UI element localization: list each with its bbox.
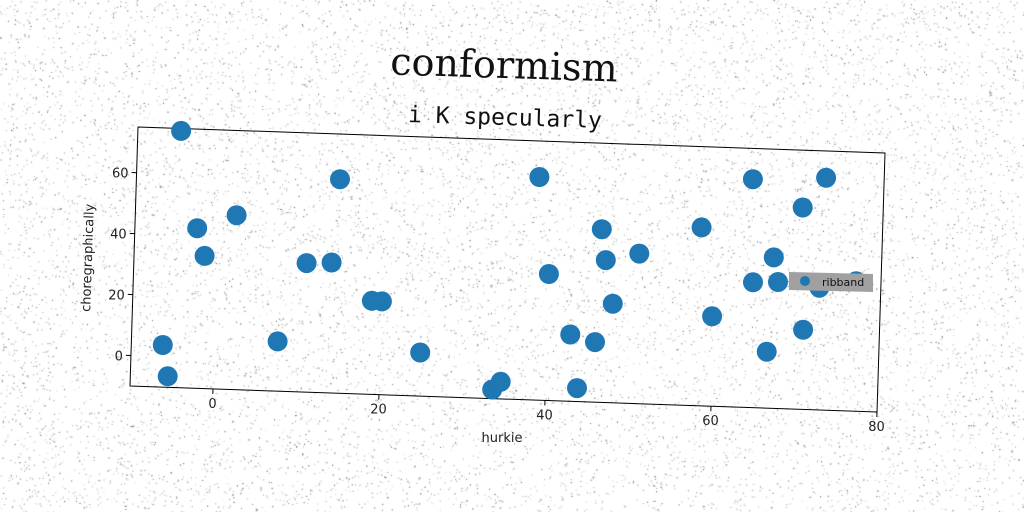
data-point	[768, 272, 788, 292]
y-tick-label: 40	[110, 228, 127, 243]
data-point	[763, 247, 784, 268]
data-point	[585, 332, 605, 353]
data-point	[742, 169, 763, 190]
data-point	[691, 217, 712, 238]
data-point	[538, 264, 559, 284]
data-point	[490, 371, 511, 392]
data-point	[330, 169, 350, 190]
y-tick-label: 0	[115, 350, 123, 365]
data-point	[702, 306, 723, 327]
legend: ribband	[789, 272, 873, 292]
plot-frame	[129, 126, 886, 413]
x-tick-label: 0	[208, 397, 216, 412]
y-axis-ticks: 0 20 40 60	[108, 167, 137, 365]
data-point	[321, 252, 342, 273]
data-point	[602, 293, 623, 314]
data-point	[171, 120, 192, 141]
y-tick-label: 20	[108, 289, 125, 304]
data-point	[529, 167, 550, 187]
x-tick-label: 60	[702, 414, 719, 429]
data-point	[792, 197, 813, 218]
data-point	[793, 319, 814, 340]
data-point	[296, 253, 317, 274]
chart-title: conformism	[390, 39, 619, 90]
y-tick-label: 60	[112, 167, 129, 182]
legend-box	[789, 272, 873, 292]
legend-marker	[800, 276, 810, 286]
data-point	[226, 205, 247, 226]
legend-label: ribband	[822, 276, 864, 289]
data-point	[410, 342, 431, 363]
x-tick-label: 40	[536, 408, 553, 423]
x-tick-label: 20	[370, 403, 387, 418]
x-axis-label: hurkie	[482, 431, 523, 446]
data-point	[756, 341, 777, 362]
data-point	[194, 245, 215, 266]
data-point	[743, 272, 763, 293]
data-points	[152, 120, 867, 400]
data-point	[816, 167, 837, 188]
data-point	[187, 218, 208, 239]
data-point	[560, 324, 581, 345]
data-point	[267, 331, 288, 352]
data-point	[591, 219, 612, 240]
chart-subtitle: i K specularly	[408, 102, 603, 134]
data-point	[595, 250, 616, 271]
data-point	[157, 366, 178, 387]
plot-area: 0 20 40 60 80 0 20 40 60	[108, 120, 886, 435]
data-point	[152, 335, 173, 355]
y-axis-label: choregraphically	[79, 203, 98, 312]
x-tick-label: 80	[868, 420, 885, 435]
x-axis-ticks: 0 20 40 60 80	[208, 388, 885, 435]
data-point	[371, 291, 392, 312]
data-point	[567, 378, 587, 399]
data-point	[629, 243, 650, 264]
